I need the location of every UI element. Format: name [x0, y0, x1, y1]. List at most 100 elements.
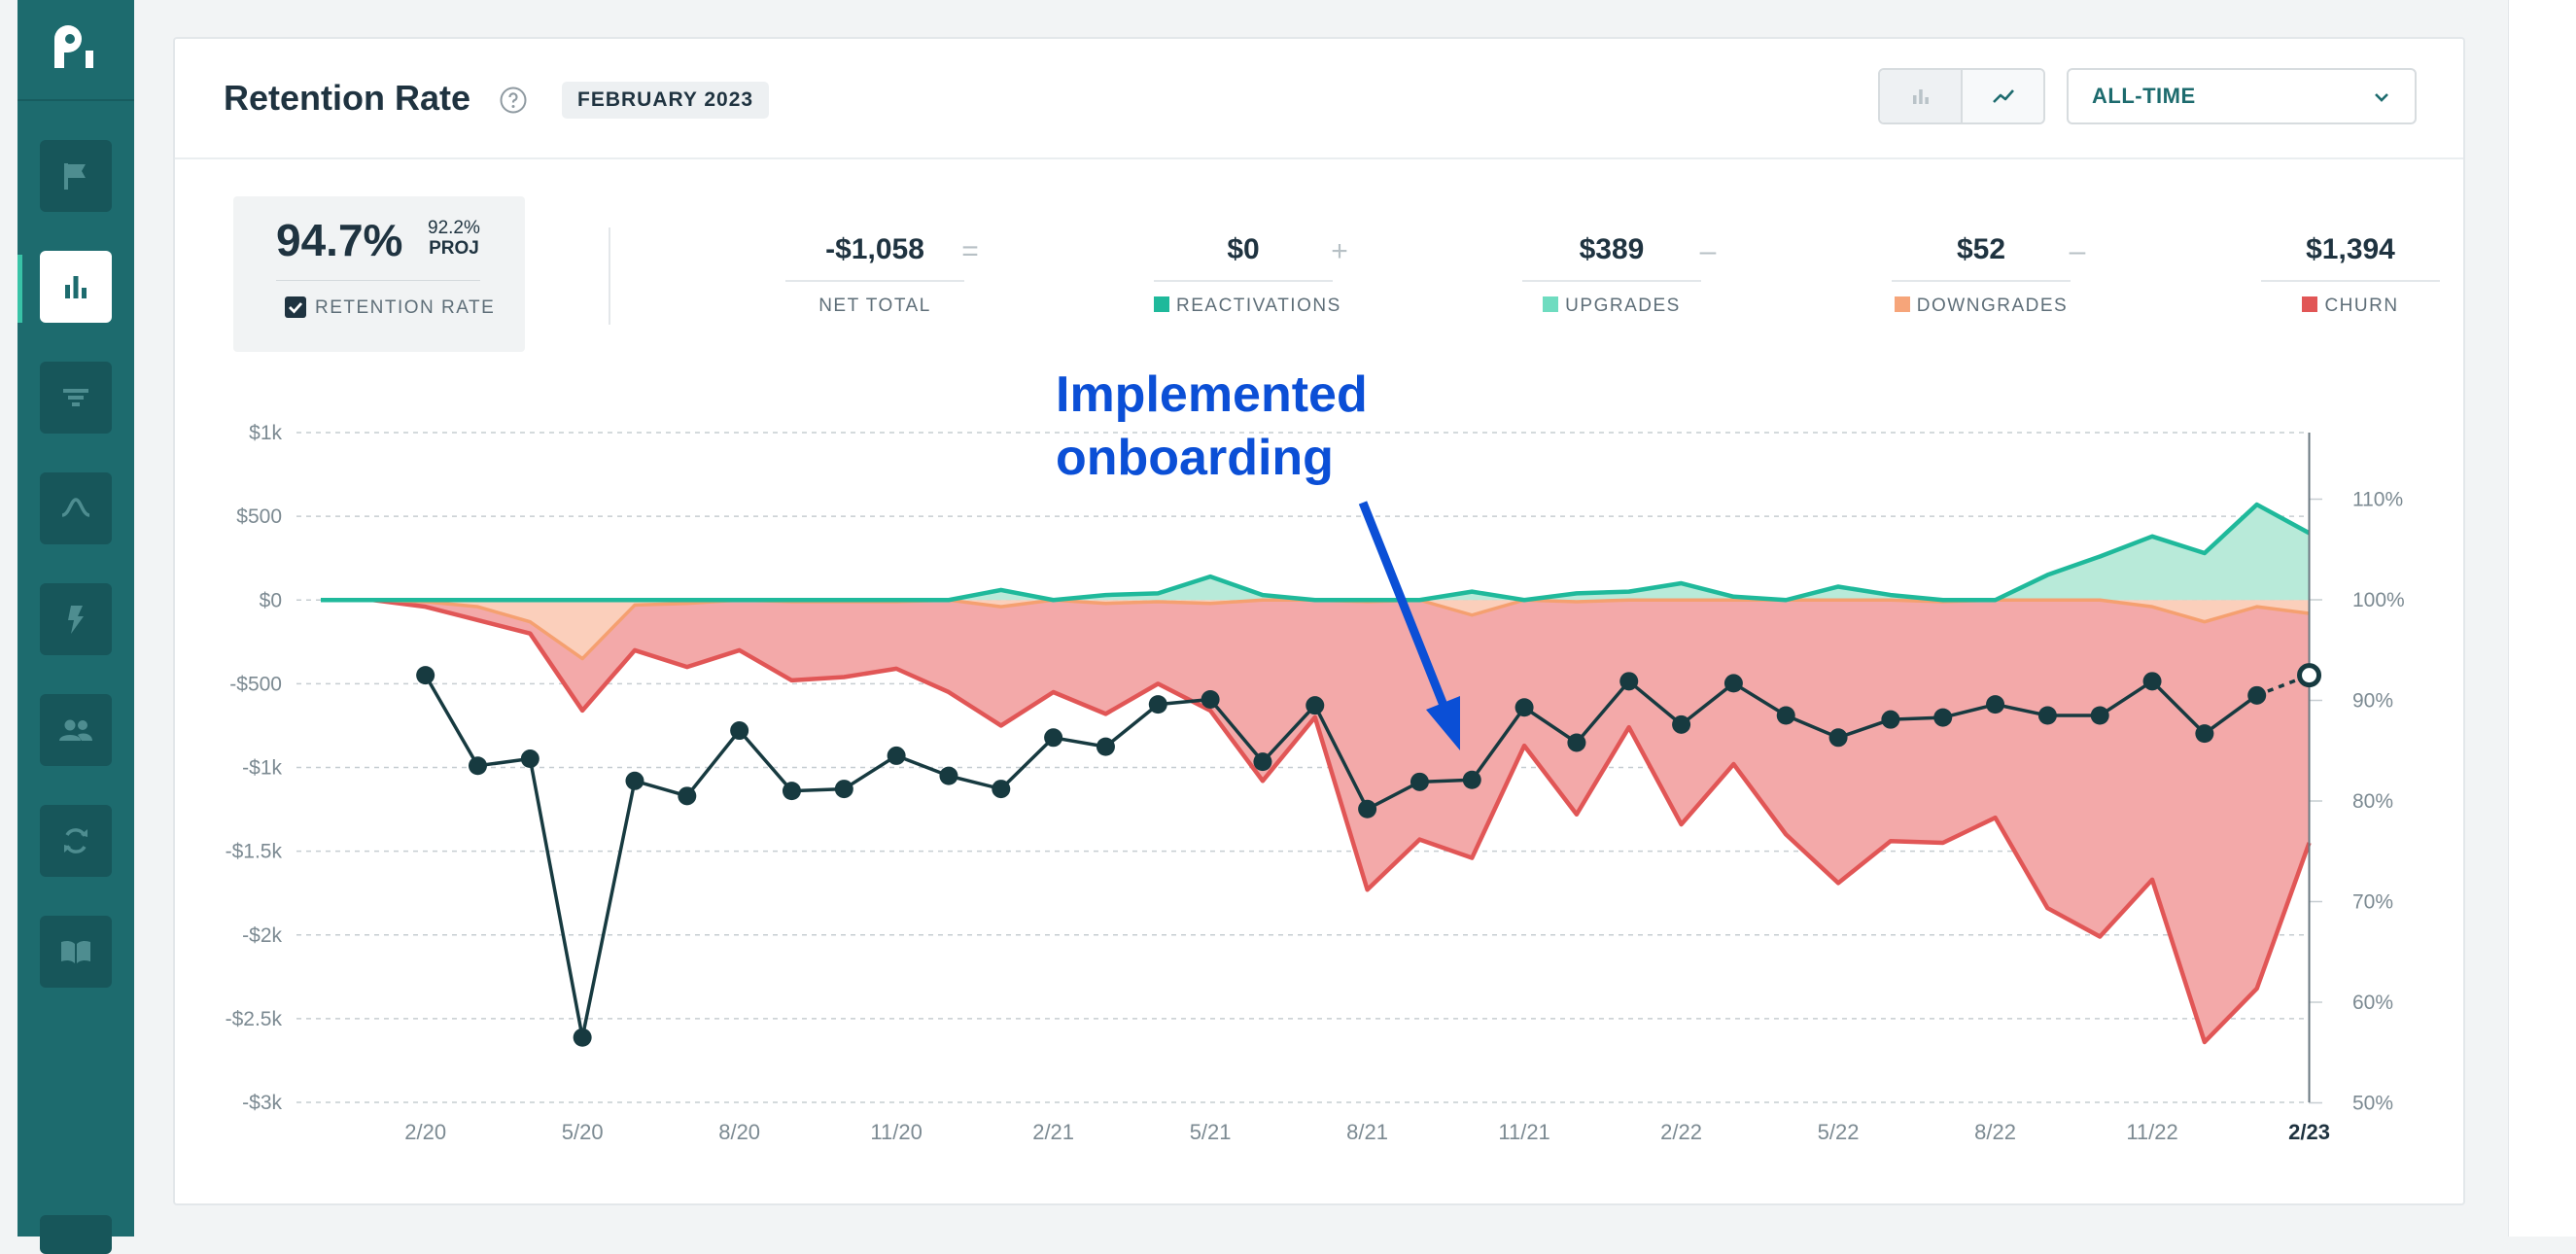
x-tick-label: 2/21 — [1032, 1120, 1074, 1144]
retention-rate-point — [2037, 706, 2057, 725]
upgrades-area — [321, 505, 2310, 601]
retention-rate-point — [1933, 708, 1953, 727]
stat-label-text: UPGRADES — [1565, 296, 1681, 316]
retention-rate-point — [1619, 672, 1639, 691]
retention-rate-point — [1253, 752, 1272, 772]
stat-label: NET TOTAL — [785, 296, 964, 317]
chart-view-toggle — [1878, 68, 2045, 124]
retention-rate-point — [468, 756, 487, 776]
x-tick-label: 2/22 — [1660, 1120, 1702, 1144]
y-tick-label-left: $500 — [236, 505, 282, 528]
x-tick-label: 8/21 — [1346, 1120, 1388, 1144]
projection: 92.2% PROJ — [428, 218, 480, 259]
stat-label-text: CHURN — [2324, 296, 2399, 316]
retention-rate-point — [939, 766, 958, 785]
logo-icon[interactable] — [47, 21, 105, 76]
retention-rate-point — [1462, 770, 1481, 789]
retention-rate-point-projected — [2297, 663, 2322, 688]
retention-rate-label: RETENTION RATE — [315, 297, 496, 318]
churn-area — [321, 600, 2310, 1042]
x-tick-label: 2/20 — [404, 1120, 446, 1144]
nav-item-funnels[interactable] — [40, 362, 112, 434]
nav-item-goals[interactable] — [40, 140, 112, 212]
nav-item-more[interactable] — [40, 1215, 112, 1254]
right-panel-edge — [2508, 0, 2576, 1237]
filter-icon — [63, 389, 88, 406]
nav-item-subscriptions[interactable] — [40, 805, 112, 877]
range-select[interactable]: ALL-TIME — [2067, 68, 2417, 124]
operator-minus: – — [2069, 235, 2086, 267]
line-chart-icon — [1992, 89, 2014, 103]
bar-chart-icon — [65, 276, 87, 298]
stat-label-text: REACTIVATIONS — [1176, 296, 1341, 316]
y-tick-label-right: 50% — [2352, 1093, 2393, 1115]
retention-rate-point — [1305, 696, 1325, 715]
retention-rate-point — [1723, 674, 1743, 693]
x-tick-label: 8/20 — [718, 1120, 760, 1144]
stat-net-total: -$1,058 NET TOTAL — [785, 233, 964, 317]
retention-summary: 94.7% 92.2% PROJ RETENTION RATE — [233, 196, 525, 352]
lightning-icon — [68, 606, 84, 634]
retention-rate-point — [573, 1028, 592, 1047]
stat-upgrades: $389 UPGRADES — [1522, 233, 1701, 317]
line-view-button[interactable] — [1963, 70, 2043, 122]
stat-value: -$1,058 — [785, 233, 964, 282]
y-tick-label-right: 80% — [2352, 790, 2393, 813]
retention-rate-point — [1567, 733, 1586, 752]
x-tick-label: 2/23 — [2288, 1120, 2330, 1144]
retention-rate-point — [1410, 772, 1429, 791]
y-tick-label-left: -$1k — [242, 757, 282, 780]
stat-label: DOWNGRADES — [1892, 296, 2071, 317]
bar-view-button[interactable] — [1880, 70, 1963, 122]
y-tick-label-left: -$3k — [242, 1092, 282, 1114]
y-tick-label-right: 90% — [2352, 690, 2393, 713]
retention-rate-point — [1148, 695, 1167, 714]
retention-card: Retention Rate FEBRUARY 2023 ALL-TIME 94… — [173, 37, 2465, 1205]
y-tick-label-left: -$1.5k — [226, 841, 283, 863]
y-tick-label-left: $0 — [260, 589, 282, 611]
retention-rate-point — [1514, 698, 1534, 717]
retention-rate-point — [1201, 689, 1220, 709]
summary-divider — [276, 280, 480, 281]
y-tick-label-left: -$2k — [242, 924, 282, 947]
retention-rate-point — [1358, 799, 1377, 819]
annotation-arrow-head — [1426, 696, 1460, 750]
retention-rate-point — [625, 771, 644, 790]
retention-chart: $1k $500 $0 -$500 -$1k -$1.5k -$2k -$2.5k -$3k 11… — [226, 366, 2405, 1144]
nav-item-analytics[interactable] — [40, 251, 112, 323]
retention-rate-point — [2090, 706, 2109, 725]
active-nav-marker — [17, 255, 22, 323]
nav-item-customers[interactable] — [40, 694, 112, 766]
x-tick-label: 5/20 — [562, 1120, 604, 1144]
retention-rate-point — [520, 749, 540, 769]
stat-value: $0 — [1154, 233, 1333, 282]
stat-label: REACTIVATIONS — [1154, 296, 1340, 317]
churn-line — [321, 598, 2312, 1045]
annotation-arrow-shaft — [1358, 501, 1449, 710]
book-icon — [61, 940, 90, 963]
nav-item-docs[interactable] — [40, 916, 112, 988]
y-tick-label-left: $1k — [249, 422, 282, 444]
stat-label-text: NET TOTAL — [818, 296, 931, 316]
retention-rate-point — [2195, 724, 2214, 744]
retention-rate-checkbox[interactable] — [284, 296, 307, 319]
retention-rate-point — [1096, 737, 1115, 756]
retention-rate-point — [782, 782, 801, 801]
x-tick-label: 11/20 — [870, 1120, 922, 1144]
stats-divider — [609, 227, 610, 325]
retention-rate-point — [834, 780, 853, 799]
x-tick-label: 5/22 — [1818, 1120, 1860, 1144]
retention-rate-point — [730, 721, 749, 741]
help-icon[interactable] — [499, 86, 528, 115]
retention-rate-point — [1776, 706, 1795, 725]
page-title: Retention Rate — [224, 78, 471, 118]
nav-item-trends[interactable] — [40, 472, 112, 544]
nav-item-automations[interactable] — [40, 583, 112, 655]
projection-label: PROJ — [429, 238, 479, 259]
stat-reactivations: $0 REACTIVATIONS — [1154, 233, 1340, 317]
stat-label-text: DOWNGRADES — [1916, 296, 2069, 316]
flag-icon — [64, 163, 86, 190]
x-tick-label: 11/22 — [2126, 1120, 2177, 1144]
chevron-down-icon — [2375, 93, 2388, 102]
reactivations-swatch — [1154, 296, 1169, 312]
